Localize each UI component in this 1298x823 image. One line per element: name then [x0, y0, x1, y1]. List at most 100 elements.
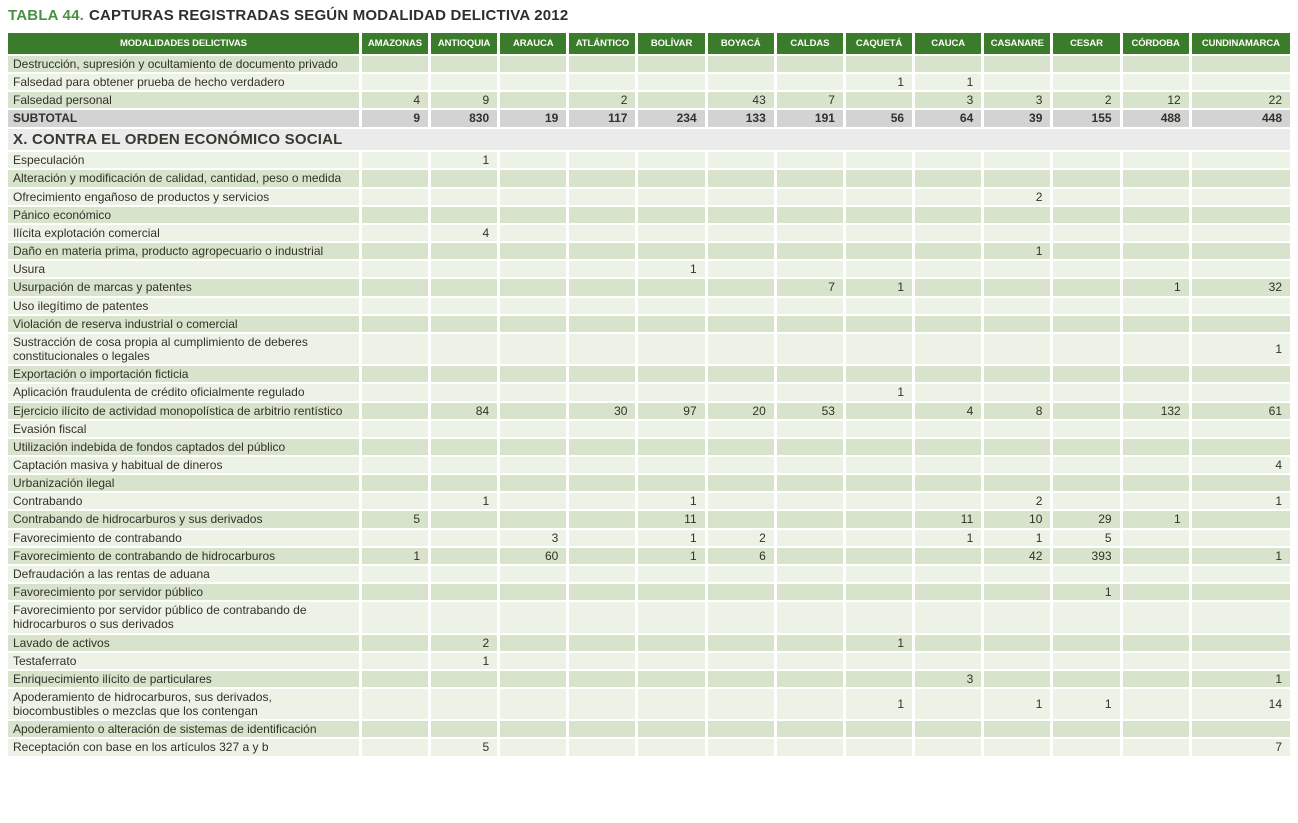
- value-cell: 1: [1191, 493, 1290, 510]
- table-row: Favorecimiento de contrabando de hidroca…: [8, 547, 1290, 564]
- value-cell: 2: [431, 634, 498, 651]
- value-cell: [500, 475, 567, 492]
- value-cell: [984, 670, 1051, 687]
- value-cell: 1: [984, 529, 1051, 546]
- value-cell: 1: [915, 529, 982, 546]
- value-cell: 39: [984, 110, 1051, 127]
- value-cell: [1053, 206, 1120, 223]
- value-cell: [361, 438, 428, 455]
- value-cell: [776, 152, 843, 169]
- value-cell: [984, 315, 1051, 332]
- value-cell: [500, 56, 567, 73]
- value-cell: [707, 689, 774, 720]
- value-cell: [638, 188, 705, 205]
- column-header-7: CALDAS: [776, 33, 843, 54]
- value-cell: [915, 739, 982, 756]
- value-cell: [569, 547, 636, 564]
- value-cell: [1122, 224, 1189, 242]
- value-cell: [915, 547, 982, 564]
- value-cell: [915, 188, 982, 205]
- table-row: Alteración y modificación de calidad, ca…: [8, 170, 1290, 187]
- column-header-4: ATLÁNTICO: [569, 33, 636, 54]
- value-cell: 4: [431, 224, 498, 242]
- value-cell: [776, 634, 843, 651]
- row-label-cell: Usura: [8, 261, 359, 278]
- value-cell: [776, 565, 843, 583]
- value-cell: [845, 511, 913, 528]
- table-row: Ilícita explotación comercial 4: [8, 224, 1290, 242]
- value-cell: [845, 602, 913, 633]
- value-cell: 1: [984, 689, 1051, 720]
- value-cell: 2: [569, 92, 636, 109]
- value-cell: [776, 475, 843, 492]
- value-cell: [915, 602, 982, 633]
- value-cell: [776, 224, 843, 242]
- value-cell: [500, 402, 567, 419]
- value-cell: [776, 261, 843, 278]
- value-cell: 3: [500, 529, 567, 546]
- value-cell: [707, 511, 774, 528]
- value-cell: 8: [984, 402, 1051, 419]
- value-cell: 3: [915, 670, 982, 687]
- value-cell: [845, 402, 913, 419]
- value-cell: 2: [1053, 92, 1120, 109]
- value-cell: [569, 602, 636, 633]
- value-cell: [638, 456, 705, 474]
- value-cell: [1122, 721, 1189, 738]
- table-row: Apoderamiento o alteración de sistemas d…: [8, 721, 1290, 738]
- value-cell: 6: [707, 547, 774, 564]
- value-cell: [845, 92, 913, 109]
- value-cell: [1191, 384, 1290, 401]
- table-row: Exportación o importación ficticia: [8, 366, 1290, 383]
- value-cell: [431, 547, 498, 564]
- value-cell: [569, 297, 636, 314]
- value-cell: 42: [984, 547, 1051, 564]
- value-cell: [500, 384, 567, 401]
- value-cell: 4: [915, 402, 982, 419]
- value-cell: 1: [638, 261, 705, 278]
- value-cell: [431, 243, 498, 260]
- row-label-cell: SUBTOTAL: [8, 110, 359, 127]
- value-cell: 155: [1053, 110, 1120, 127]
- value-cell: 19: [500, 110, 567, 127]
- table-title-text: CAPTURAS REGISTRADAS SEGÚN MODALIDAD DEL…: [88, 7, 569, 24]
- value-cell: [569, 420, 636, 437]
- table-row: Defraudación a las rentas de aduana: [8, 565, 1290, 583]
- value-cell: [1053, 402, 1120, 419]
- value-cell: [1053, 565, 1120, 583]
- subtotal-row: SUBTOTAL 9 830 19 117 234 133 191 56 64 39 155 488 44…: [8, 110, 1290, 127]
- table-row: Especulación 1: [8, 152, 1290, 169]
- value-cell: 1: [1053, 689, 1120, 720]
- value-cell: [776, 739, 843, 756]
- value-cell: [361, 529, 428, 546]
- value-cell: [984, 297, 1051, 314]
- value-cell: [361, 224, 428, 242]
- value-cell: [707, 243, 774, 260]
- value-cell: [845, 170, 913, 187]
- value-cell: [707, 74, 774, 91]
- value-cell: [361, 456, 428, 474]
- value-cell: 5: [431, 739, 498, 756]
- value-cell: [776, 602, 843, 633]
- value-cell: [915, 333, 982, 365]
- value-cell: 1: [638, 547, 705, 564]
- value-cell: [1122, 475, 1189, 492]
- value-cell: [1191, 170, 1290, 187]
- value-cell: [707, 456, 774, 474]
- value-cell: [776, 493, 843, 510]
- row-label-cell: Evasión fiscal: [8, 420, 359, 437]
- value-cell: [361, 739, 428, 756]
- value-cell: [431, 279, 498, 296]
- value-cell: [1122, 384, 1189, 401]
- value-cell: 9: [431, 92, 498, 109]
- value-cell: [915, 565, 982, 583]
- value-cell: [638, 243, 705, 260]
- value-cell: [431, 188, 498, 205]
- value-cell: [569, 56, 636, 73]
- value-cell: [707, 224, 774, 242]
- value-cell: [569, 652, 636, 669]
- row-label-cell: Testaferrato: [8, 652, 359, 669]
- value-cell: [915, 456, 982, 474]
- value-cell: [845, 261, 913, 278]
- value-cell: 2: [984, 493, 1051, 510]
